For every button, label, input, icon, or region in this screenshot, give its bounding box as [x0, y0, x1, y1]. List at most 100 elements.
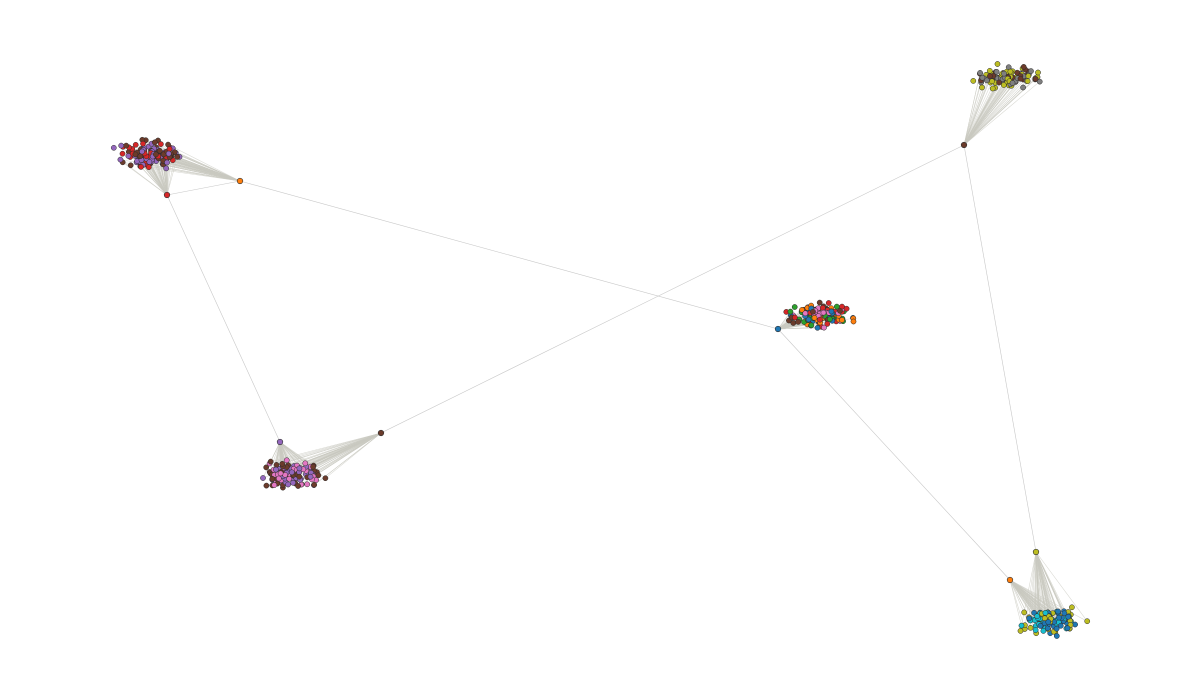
hub-node [163, 191, 171, 199]
graph-node [118, 142, 125, 149]
cluster-edge [1028, 551, 1037, 618]
graph-node [808, 322, 815, 329]
graph-node [1056, 614, 1062, 621]
graph-node [1028, 68, 1034, 74]
graph-node [1027, 624, 1034, 631]
graph-node [310, 463, 316, 470]
cluster-edge [963, 81, 1010, 146]
graph-node [271, 482, 278, 488]
graph-node [145, 164, 152, 171]
graph-node [290, 479, 296, 486]
graph-node [311, 481, 318, 488]
graph-node [296, 473, 303, 480]
cluster-edge [310, 432, 382, 477]
graph-node [828, 308, 835, 315]
hub-nodes [163, 141, 1040, 584]
graph-node [1009, 80, 1016, 86]
graph-node [1032, 627, 1039, 633]
cluster-edge [963, 76, 1024, 146]
graph-node [833, 303, 840, 310]
cluster-edge [963, 87, 983, 146]
graph-node [295, 483, 301, 489]
graph-node [979, 74, 986, 81]
graph-node [1055, 608, 1061, 615]
graph-node [1036, 78, 1043, 85]
graph-node [285, 481, 291, 488]
inter-cluster-edge [777, 328, 1011, 581]
graph-node [127, 162, 134, 169]
graph-node [283, 457, 290, 464]
graph-node [1032, 76, 1039, 82]
cluster-edge [1035, 551, 1055, 622]
graph-node [843, 305, 850, 312]
graph-node [1000, 82, 1007, 88]
graph-node [1020, 84, 1026, 91]
cluster-edge [963, 78, 1018, 146]
graph-node [1035, 69, 1041, 76]
inter-cluster-edges [166, 144, 1037, 581]
cluster-edge [1009, 579, 1022, 626]
graph-node [983, 77, 990, 84]
graph-node [137, 153, 144, 160]
graph-node [816, 299, 823, 306]
graph-node [132, 141, 139, 148]
graph-node [1053, 633, 1060, 639]
graph-node [117, 156, 124, 163]
graph-node [119, 150, 126, 157]
graph-node [970, 78, 977, 84]
graph-node [123, 142, 130, 149]
cluster-edge [1009, 579, 1042, 614]
graph-node [1069, 604, 1075, 611]
cluster-edge [963, 80, 1027, 146]
graph-node [824, 321, 831, 327]
graph-node [275, 475, 282, 482]
graph-node [994, 61, 1001, 67]
graph-node [989, 85, 996, 92]
graph-node [1065, 613, 1072, 620]
graph-node [1007, 68, 1014, 75]
cluster-edge [269, 441, 281, 473]
graph-node [811, 314, 818, 321]
graph-node [802, 310, 809, 317]
graph-node [993, 68, 1000, 75]
graph-node [322, 475, 329, 482]
cluster-edge [1009, 579, 1040, 625]
cluster-edge [1035, 551, 1058, 620]
graph-node [977, 70, 983, 76]
cluster-edge [169, 148, 241, 182]
cluster-edge [963, 81, 1040, 146]
graph-node [156, 147, 163, 154]
hub-node [960, 141, 968, 149]
graph-node [1061, 610, 1068, 617]
inter-cluster-edge [239, 180, 779, 330]
graph-node [1034, 613, 1040, 620]
graph-node [1025, 73, 1032, 79]
graph-node [158, 141, 164, 147]
graph-node [139, 148, 145, 155]
graph-node [1018, 622, 1025, 629]
cluster-edge [963, 80, 982, 146]
graph-node [296, 465, 303, 472]
graph-node [820, 309, 827, 316]
graph-node [1045, 619, 1052, 625]
graph-node [1084, 618, 1091, 625]
cluster-edge [325, 432, 382, 479]
cluster-edge [282, 432, 382, 465]
cluster-edge [1035, 551, 1067, 619]
cluster-edge [963, 72, 1039, 146]
graph-node [1057, 622, 1064, 629]
graph-node [810, 308, 816, 315]
graph-node [1024, 78, 1031, 85]
graph-node [307, 473, 314, 480]
graph-node [1042, 610, 1049, 616]
inter-cluster-edge [380, 144, 965, 434]
graph-node [996, 79, 1002, 86]
graph-node [166, 146, 173, 152]
graph-node [839, 317, 845, 323]
cluster-edge [963, 84, 1011, 146]
graph-node [263, 464, 270, 471]
graph-node [817, 316, 823, 323]
graph-node [163, 165, 170, 172]
inter-cluster-edge [166, 194, 281, 443]
